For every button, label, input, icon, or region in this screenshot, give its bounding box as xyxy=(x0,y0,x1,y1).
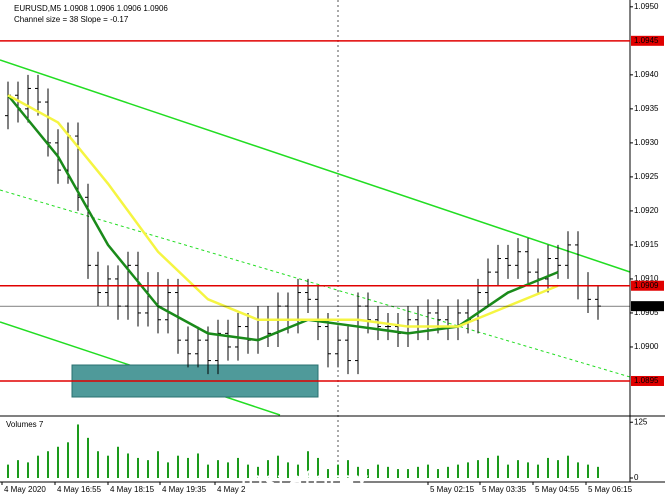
y-tick-label: 1.0920 xyxy=(634,206,659,215)
y-tick-label: 1.0925 xyxy=(634,172,659,181)
volume-tick-label: 125 xyxy=(634,417,648,426)
y-tick-label: 1.0940 xyxy=(634,70,659,79)
level-box xyxy=(631,35,664,46)
channel-upper xyxy=(0,59,631,273)
level-box xyxy=(631,375,664,386)
channel-middle xyxy=(0,189,631,378)
x-tick-label: 4 May 2020 xyxy=(4,485,46,494)
volume-label: Volumes 7 xyxy=(6,420,44,429)
x-tick-label: 5 May 02:15 xyxy=(430,485,475,494)
y-tick-label: 1.0935 xyxy=(634,104,659,113)
y-tick-label: 1.0950 xyxy=(634,2,659,11)
x-tick-label: 4 May 16:55 xyxy=(57,485,102,494)
x-tick-label: 5 May 03:35 xyxy=(482,485,527,494)
watermark: instaforex xyxy=(240,467,369,497)
chart-title: EURUSD,M5 1.0908 1.0906 1.0906 1.0906 xyxy=(14,4,168,13)
chart-subtitle: Channel size = 38 Slope = -0.17 xyxy=(14,15,129,24)
level-label: 1.0945 xyxy=(634,36,659,45)
y-tick-label: 1.0915 xyxy=(634,240,659,249)
x-tick-label: 4 May 18:15 xyxy=(110,485,155,494)
x-tick-label: 5 May 04:55 xyxy=(535,485,580,494)
level-label: 1.0906 xyxy=(634,301,659,310)
x-tick-label: 4 May 2 xyxy=(217,485,246,494)
x-tick-label: 4 May 19:35 xyxy=(162,485,207,494)
y-tick-label: 1.0900 xyxy=(634,342,659,351)
y-tick-label: 1.0910 xyxy=(634,274,659,283)
level-box xyxy=(631,301,664,312)
x-tick-label: 5 May 06:15 xyxy=(588,485,633,494)
moving-average xyxy=(7,94,559,328)
moving-average xyxy=(7,94,559,342)
level-label: 1.0895 xyxy=(634,376,659,385)
level-box xyxy=(631,280,664,291)
volume-tick-label: 0 xyxy=(634,473,639,482)
y-tick-label: 1.0930 xyxy=(634,138,659,147)
y-tick-label: 1.0905 xyxy=(634,308,659,317)
level-label: 1.0909 xyxy=(634,281,659,290)
